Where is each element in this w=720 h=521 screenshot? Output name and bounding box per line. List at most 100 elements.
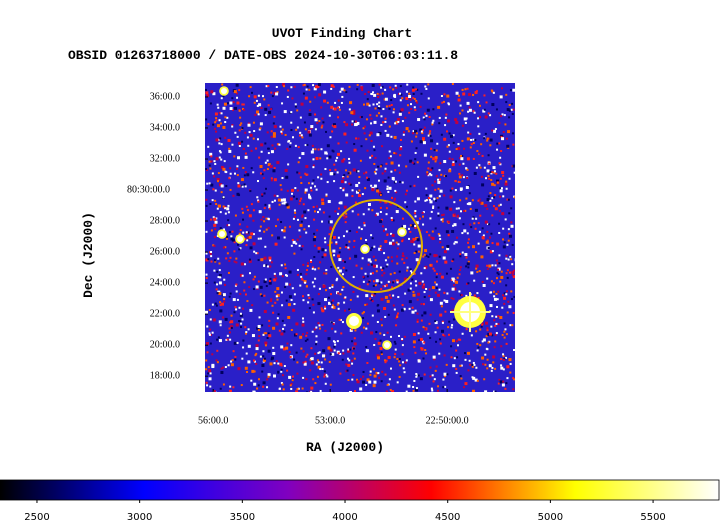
noise-pixel: [341, 273, 344, 276]
noise-pixel: [471, 363, 474, 366]
noise-pixel: [388, 125, 391, 128]
noise-pixel: [257, 324, 261, 328]
noise-pixel: [220, 165, 224, 169]
noise-pixel: [245, 231, 248, 234]
noise-pixel: [484, 390, 488, 392]
noise-pixel: [296, 273, 299, 276]
noise-pixel: [268, 280, 271, 283]
noise-pixel: [441, 321, 444, 324]
noise-pixel: [415, 221, 419, 225]
noise-pixel: [214, 112, 218, 116]
noise-pixel: [392, 281, 395, 284]
noise-pixel: [261, 173, 264, 176]
noise-pixel: [345, 141, 348, 144]
noise-pixel: [394, 348, 397, 351]
noise-pixel: [257, 329, 260, 332]
noise-pixel: [291, 192, 294, 195]
noise-pixel: [453, 287, 457, 291]
noise-pixel: [435, 158, 438, 161]
noise-pixel: [497, 323, 500, 326]
noise-pixel: [283, 236, 286, 239]
noise-pixel: [274, 242, 278, 246]
noise-pixel: [233, 241, 236, 244]
noise-pixel: [396, 122, 399, 125]
noise-pixel: [494, 128, 497, 131]
noise-pixel: [508, 232, 511, 235]
noise-pixel: [317, 361, 320, 364]
noise-pixel: [497, 315, 500, 318]
noise-pixel: [489, 114, 492, 117]
noise-pixel: [304, 191, 307, 194]
noise-pixel: [280, 198, 284, 202]
noise-pixel: [352, 290, 355, 293]
noise-pixel: [284, 263, 287, 266]
noise-pixel: [426, 173, 429, 176]
noise-pixel: [373, 184, 377, 188]
noise-pixel: [414, 108, 417, 111]
noise-pixel: [447, 119, 451, 123]
noise-pixel: [460, 210, 463, 213]
noise-pixel: [263, 192, 266, 195]
noise-pixel: [485, 347, 488, 350]
noise-pixel: [301, 245, 304, 248]
noise-pixel: [230, 314, 233, 317]
noise-pixel: [363, 221, 366, 224]
noise-pixel: [230, 360, 233, 363]
noise-pixel: [257, 237, 260, 240]
noise-pixel: [271, 200, 274, 203]
noise-pixel: [412, 385, 415, 388]
noise-pixel: [242, 107, 245, 110]
noise-pixel: [358, 175, 361, 178]
noise-pixel: [254, 354, 257, 357]
noise-pixel: [317, 322, 320, 325]
noise-pixel: [289, 197, 293, 201]
noise-pixel: [311, 267, 314, 270]
noise-pixel: [314, 277, 317, 280]
noise-pixel: [292, 217, 295, 220]
noise-pixel: [429, 298, 433, 302]
noise-pixel: [363, 132, 366, 135]
noise-pixel: [393, 308, 396, 311]
noise-pixel: [286, 189, 289, 192]
noise-pixel: [336, 350, 340, 354]
noise-pixel: [348, 308, 351, 311]
noise-pixel: [222, 106, 226, 110]
noise-pixel: [235, 290, 238, 293]
noise-pixel: [493, 170, 496, 173]
noise-pixel: [316, 229, 319, 232]
noise-pixel: [253, 95, 257, 99]
noise-pixel: [295, 197, 298, 200]
noise-pixel: [212, 188, 215, 191]
noise-pixel: [340, 101, 343, 104]
noise-pixel: [315, 156, 319, 160]
noise-pixel: [430, 387, 433, 390]
noise-pixel: [243, 281, 246, 284]
noise-pixel: [381, 274, 384, 277]
noise-pixel: [299, 272, 302, 275]
noise-pixel: [324, 151, 328, 155]
noise-pixel: [385, 162, 388, 165]
noise-pixel: [299, 199, 302, 202]
noise-pixel: [454, 279, 457, 282]
noise-pixel: [308, 307, 311, 310]
noise-pixel: [486, 239, 489, 242]
noise-pixel: [226, 338, 229, 341]
noise-pixel: [318, 120, 321, 123]
noise-pixel: [299, 131, 302, 134]
noise-pixel: [402, 133, 405, 136]
noise-pixel: [423, 341, 426, 344]
noise-pixel: [440, 95, 443, 98]
noise-pixel: [236, 192, 240, 196]
noise-pixel: [239, 273, 243, 277]
noise-pixel: [307, 182, 310, 185]
noise-pixel: [286, 147, 289, 150]
noise-pixel: [480, 201, 484, 205]
noise-pixel: [305, 231, 308, 234]
noise-pixel: [495, 332, 498, 335]
noise-pixel: [506, 198, 509, 201]
noise-pixel: [273, 362, 276, 365]
noise-pixel: [427, 197, 430, 200]
noise-pixel: [373, 149, 376, 152]
noise-pixel: [349, 298, 352, 301]
noise-pixel: [430, 210, 433, 213]
